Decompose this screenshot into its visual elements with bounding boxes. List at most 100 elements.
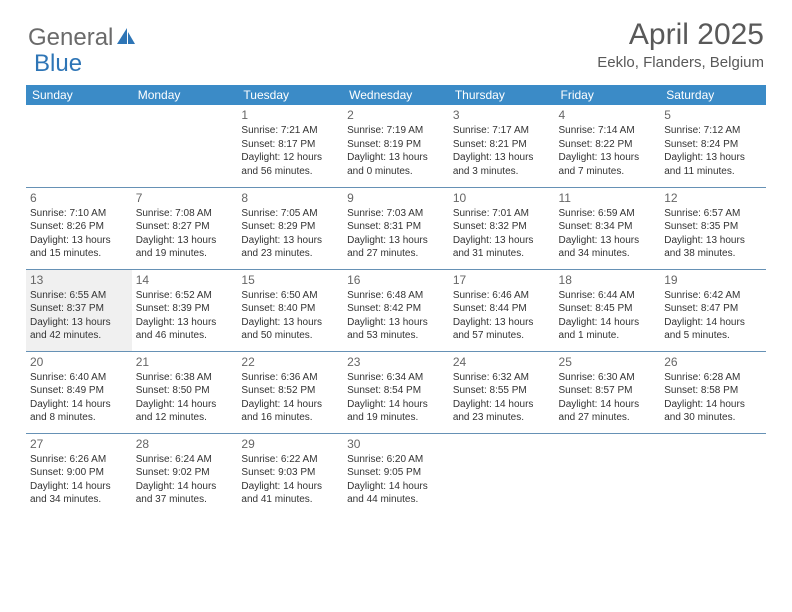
- daylight-text: Daylight: 13 hours and 50 minutes.: [241, 316, 339, 343]
- sunset-text: Sunset: 8:22 PM: [559, 138, 657, 152]
- calendar-cell: 1Sunrise: 7:21 AMSunset: 8:17 PMDaylight…: [237, 105, 343, 187]
- sunset-text: Sunset: 8:50 PM: [136, 384, 234, 398]
- calendar-cell: [449, 433, 555, 515]
- calendar-cell: 5Sunrise: 7:12 AMSunset: 8:24 PMDaylight…: [660, 105, 766, 187]
- sunset-text: Sunset: 8:34 PM: [559, 220, 657, 234]
- sunrise-text: Sunrise: 6:57 AM: [664, 207, 762, 221]
- weekday-header: Wednesday: [343, 85, 449, 105]
- day-number: 5: [664, 107, 762, 123]
- calendar-cell: 28Sunrise: 6:24 AMSunset: 9:02 PMDayligh…: [132, 433, 238, 515]
- day-number: 8: [241, 190, 339, 206]
- calendar-cell: 23Sunrise: 6:34 AMSunset: 8:54 PMDayligh…: [343, 351, 449, 433]
- day-number: 22: [241, 354, 339, 370]
- day-number: 19: [664, 272, 762, 288]
- sunrise-text: Sunrise: 7:08 AM: [136, 207, 234, 221]
- calendar-cell: 26Sunrise: 6:28 AMSunset: 8:58 PMDayligh…: [660, 351, 766, 433]
- daylight-text: Daylight: 13 hours and 34 minutes.: [559, 234, 657, 261]
- calendar-row: 1Sunrise: 7:21 AMSunset: 8:17 PMDaylight…: [26, 105, 766, 187]
- sunrise-text: Sunrise: 7:01 AM: [453, 207, 551, 221]
- day-number: 20: [30, 354, 128, 370]
- calendar-cell: 19Sunrise: 6:42 AMSunset: 8:47 PMDayligh…: [660, 269, 766, 351]
- page-title: April 2025: [597, 18, 764, 52]
- day-number: 9: [347, 190, 445, 206]
- calendar-cell: 17Sunrise: 6:46 AMSunset: 8:44 PMDayligh…: [449, 269, 555, 351]
- sunset-text: Sunset: 8:54 PM: [347, 384, 445, 398]
- day-number: 4: [559, 107, 657, 123]
- weekday-header: Tuesday: [237, 85, 343, 105]
- daylight-text: Daylight: 14 hours and 16 minutes.: [241, 398, 339, 425]
- header: General April 2025 Eeklo, Flanders, Belg…: [0, 0, 792, 77]
- calendar-cell: 4Sunrise: 7:14 AMSunset: 8:22 PMDaylight…: [555, 105, 661, 187]
- calendar-cell: 25Sunrise: 6:30 AMSunset: 8:57 PMDayligh…: [555, 351, 661, 433]
- calendar-row: 20Sunrise: 6:40 AMSunset: 8:49 PMDayligh…: [26, 351, 766, 433]
- day-number: 14: [136, 272, 234, 288]
- sunrise-text: Sunrise: 6:50 AM: [241, 289, 339, 303]
- weekday-header-row: Sunday Monday Tuesday Wednesday Thursday…: [26, 85, 766, 105]
- calendar-cell: [660, 433, 766, 515]
- sunrise-text: Sunrise: 6:38 AM: [136, 371, 234, 385]
- daylight-text: Daylight: 14 hours and 23 minutes.: [453, 398, 551, 425]
- day-number: 13: [30, 272, 128, 288]
- daylight-text: Daylight: 14 hours and 34 minutes.: [30, 480, 128, 507]
- calendar-cell: 15Sunrise: 6:50 AMSunset: 8:40 PMDayligh…: [237, 269, 343, 351]
- sunrise-text: Sunrise: 6:26 AM: [30, 453, 128, 467]
- daylight-text: Daylight: 14 hours and 5 minutes.: [664, 316, 762, 343]
- sunrise-text: Sunrise: 6:55 AM: [30, 289, 128, 303]
- sunrise-text: Sunrise: 7:03 AM: [347, 207, 445, 221]
- daylight-text: Daylight: 13 hours and 3 minutes.: [453, 151, 551, 178]
- sunset-text: Sunset: 8:40 PM: [241, 302, 339, 316]
- sunrise-text: Sunrise: 6:52 AM: [136, 289, 234, 303]
- page-subtitle: Eeklo, Flanders, Belgium: [597, 54, 764, 71]
- calendar-cell: 20Sunrise: 6:40 AMSunset: 8:49 PMDayligh…: [26, 351, 132, 433]
- sunrise-text: Sunrise: 6:32 AM: [453, 371, 551, 385]
- daylight-text: Daylight: 14 hours and 44 minutes.: [347, 480, 445, 507]
- day-number: 23: [347, 354, 445, 370]
- weekday-header: Monday: [132, 85, 238, 105]
- calendar-cell: [26, 105, 132, 187]
- logo-sail-icon: [115, 26, 137, 51]
- day-number: 28: [136, 436, 234, 452]
- calendar-cell: 3Sunrise: 7:17 AMSunset: 8:21 PMDaylight…: [449, 105, 555, 187]
- daylight-text: Daylight: 13 hours and 19 minutes.: [136, 234, 234, 261]
- sunrise-text: Sunrise: 6:30 AM: [559, 371, 657, 385]
- calendar-cell: 11Sunrise: 6:59 AMSunset: 8:34 PMDayligh…: [555, 187, 661, 269]
- sunset-text: Sunset: 8:37 PM: [30, 302, 128, 316]
- sunset-text: Sunset: 9:00 PM: [30, 466, 128, 480]
- sunrise-text: Sunrise: 6:59 AM: [559, 207, 657, 221]
- calendar-cell: 6Sunrise: 7:10 AMSunset: 8:26 PMDaylight…: [26, 187, 132, 269]
- title-block: April 2025 Eeklo, Flanders, Belgium: [597, 18, 764, 71]
- weekday-header: Sunday: [26, 85, 132, 105]
- sunset-text: Sunset: 8:57 PM: [559, 384, 657, 398]
- day-number: 16: [347, 272, 445, 288]
- logo-word2: Blue: [34, 50, 82, 77]
- sunset-text: Sunset: 8:24 PM: [664, 138, 762, 152]
- daylight-text: Daylight: 14 hours and 8 minutes.: [30, 398, 128, 425]
- daylight-text: Daylight: 14 hours and 12 minutes.: [136, 398, 234, 425]
- calendar-cell: 9Sunrise: 7:03 AMSunset: 8:31 PMDaylight…: [343, 187, 449, 269]
- sunrise-text: Sunrise: 7:12 AM: [664, 124, 762, 138]
- daylight-text: Daylight: 13 hours and 53 minutes.: [347, 316, 445, 343]
- day-number: 15: [241, 272, 339, 288]
- sunset-text: Sunset: 8:39 PM: [136, 302, 234, 316]
- calendar-cell: [555, 433, 661, 515]
- sunrise-text: Sunrise: 7:19 AM: [347, 124, 445, 138]
- daylight-text: Daylight: 14 hours and 37 minutes.: [136, 480, 234, 507]
- day-number: 21: [136, 354, 234, 370]
- daylight-text: Daylight: 14 hours and 1 minute.: [559, 316, 657, 343]
- day-number: 25: [559, 354, 657, 370]
- daylight-text: Daylight: 13 hours and 42 minutes.: [30, 316, 128, 343]
- day-number: 10: [453, 190, 551, 206]
- sunrise-text: Sunrise: 6:20 AM: [347, 453, 445, 467]
- sunset-text: Sunset: 8:32 PM: [453, 220, 551, 234]
- sunrise-text: Sunrise: 7:10 AM: [30, 207, 128, 221]
- calendar-cell: 2Sunrise: 7:19 AMSunset: 8:19 PMDaylight…: [343, 105, 449, 187]
- weekday-header: Friday: [555, 85, 661, 105]
- calendar-cell: 30Sunrise: 6:20 AMSunset: 9:05 PMDayligh…: [343, 433, 449, 515]
- calendar-cell: 8Sunrise: 7:05 AMSunset: 8:29 PMDaylight…: [237, 187, 343, 269]
- daylight-text: Daylight: 14 hours and 30 minutes.: [664, 398, 762, 425]
- calendar-cell: 22Sunrise: 6:36 AMSunset: 8:52 PMDayligh…: [237, 351, 343, 433]
- sunrise-text: Sunrise: 6:22 AM: [241, 453, 339, 467]
- sunset-text: Sunset: 8:52 PM: [241, 384, 339, 398]
- calendar-cell: 14Sunrise: 6:52 AMSunset: 8:39 PMDayligh…: [132, 269, 238, 351]
- sunset-text: Sunset: 8:44 PM: [453, 302, 551, 316]
